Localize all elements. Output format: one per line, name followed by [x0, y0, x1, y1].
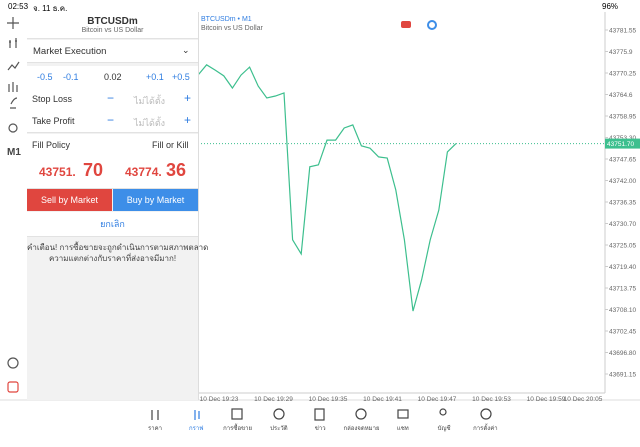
x-tick-label: 10 Dec 19:59: [527, 396, 566, 403]
dropdown-arrow: ⌄: [182, 45, 190, 55]
sidebar-icons: [7, 17, 20, 393]
tab-label[interactable]: การตั้งค่า: [473, 422, 497, 432]
volume-step[interactable]: +0.1: [146, 72, 164, 82]
y-tick-label: 43696.80: [609, 350, 636, 357]
fill-policy-row[interactable]: Fill Policy Fill or Kill: [27, 134, 198, 157]
execution-row[interactable]: Market Execution ⌄: [27, 40, 198, 63]
chart-badge: [427, 20, 437, 30]
y-tick-label: 43725.05: [609, 243, 636, 250]
symbol-description: Bitcoin vs US Dollar: [81, 27, 144, 34]
bid-main: 43751.: [39, 165, 76, 179]
x-tick-label: 10 Dec 19:35: [309, 396, 348, 403]
tab-label[interactable]: กล่องจดหมาย: [343, 425, 379, 432]
fill-policy-label: Fill Policy: [32, 140, 71, 150]
y-tick-label: 43742.00: [609, 178, 636, 185]
tab-label[interactable]: ราคา: [148, 425, 162, 432]
symbol-header[interactable]: BTCUSDm Bitcoin vs US Dollar: [27, 12, 198, 39]
battery: 96%: [602, 2, 619, 11]
cancel-button[interactable]: ยกเลิก: [100, 219, 125, 229]
tab-label[interactable]: บัญชี: [438, 424, 451, 432]
x-tick-label: 10 Dec 19:41: [363, 396, 402, 403]
order-panel: BTCUSDm Bitcoin vs US Dollar Market Exec…: [27, 12, 209, 400]
status-time: 02:53: [8, 2, 29, 11]
stop-loss-label: Stop Loss: [32, 94, 73, 104]
minus-button[interactable]: −: [107, 91, 115, 105]
current-price-label: 43751.70: [607, 141, 634, 148]
tab-label[interactable]: การซื้อขาย: [223, 422, 252, 432]
plus-button[interactable]: +: [184, 113, 192, 127]
y-tick-label: 43708.10: [609, 307, 636, 314]
sell-button[interactable]: Sell by Market: [27, 189, 112, 211]
y-tick-label: 43747.65: [609, 156, 636, 163]
x-tick-label: 10 Dec 20:05: [564, 396, 603, 403]
y-tick-label: 43753.30: [609, 135, 636, 142]
x-tick-label: 10 Dec 19:47: [418, 396, 457, 403]
minus-button[interactable]: −: [107, 113, 115, 127]
chart-badge: [401, 21, 411, 28]
warning-line: คำเตือน! การซื้อขายจะถูกดำเนินการตามสภาพ…: [27, 243, 209, 252]
symbol: BTCUSDm: [87, 16, 138, 27]
tab-icons: [151, 408, 492, 421]
cancel-row: ยกเลิก: [27, 212, 198, 237]
volume-step[interactable]: -0.5: [37, 72, 53, 82]
y-tick-label: 43758.95: [609, 113, 636, 120]
execution: Market Execution: [33, 46, 107, 57]
volume-row: -0.5 -0.1 0.02 +0.1 +0.5: [27, 66, 198, 89]
tab-label[interactable]: ข่าว: [315, 425, 326, 432]
stop-loss-value[interactable]: ไม่ได้ตั้ง: [134, 96, 166, 106]
x-tick-label: 10 Dec 19:53: [472, 396, 511, 403]
volume-step[interactable]: -0.1: [63, 72, 79, 82]
stop-loss-row: Stop Loss − ไม่ได้ตั้ง +: [27, 88, 198, 111]
tab-label[interactable]: ประวัติ: [270, 425, 288, 432]
tab-label[interactable]: แชท: [397, 425, 409, 432]
y-tick-label: 43781.55: [609, 27, 636, 34]
status-date: จ. 11 ธ.ค.: [33, 4, 68, 13]
y-tick-label: 43736.35: [609, 199, 636, 206]
y-tick-label: 43713.75: [609, 286, 636, 293]
y-tick-label: 43691.15: [609, 372, 636, 379]
ask-main: 43774.: [125, 165, 162, 179]
y-tick-label: 43719.40: [609, 264, 636, 271]
current-price-box: [605, 138, 640, 149]
volume-step[interactable]: +0.5: [172, 72, 190, 82]
take-profit-row: Take Profit − ไม่ได้ตั้ง +: [27, 110, 198, 133]
take-profit-label: Take Profit: [32, 116, 75, 126]
warning: คำเตือน! การซื้อขายจะถูกดำเนินการตามสภาพ…: [27, 242, 209, 264]
bid-pips: 70: [83, 160, 104, 180]
y-tick-label: 43775.9: [609, 49, 633, 56]
take-profit-value[interactable]: ไม่ได้ตั้ง: [134, 118, 166, 128]
warning-line: ความแตกต่างกับราคาที่ส่งอาจมีมาก!: [48, 254, 177, 263]
y-tick-label: 43764.6: [609, 92, 633, 99]
buy-button[interactable]: Buy by Market: [113, 189, 198, 211]
y-tick-label: 43770.25: [609, 70, 636, 77]
ask-pips: 36: [166, 160, 187, 180]
timeframe-button[interactable]: M1: [7, 147, 21, 158]
x-tick-label: 10 Dec 19:29: [254, 396, 293, 403]
volume[interactable]: 0.02: [104, 72, 122, 82]
symbol-label: BTCUSDm • M1: [201, 16, 252, 23]
plus-button[interactable]: +: [184, 91, 192, 105]
fill-policy-value: Fill or Kill: [152, 140, 189, 150]
price-row: 43751. 70 43774. 36: [27, 156, 198, 189]
y-tick-label: 43702.45: [609, 329, 636, 336]
price-line: [197, 64, 457, 312]
symbol-description: Bitcoin vs US Dollar: [201, 25, 264, 32]
tab-label[interactable]: กราฟ: [189, 425, 203, 432]
y-tick-label: 43730.70: [609, 221, 636, 228]
x-tick-label: 10 Dec 19:23: [200, 396, 239, 403]
status-bar: [0, 0, 640, 12]
